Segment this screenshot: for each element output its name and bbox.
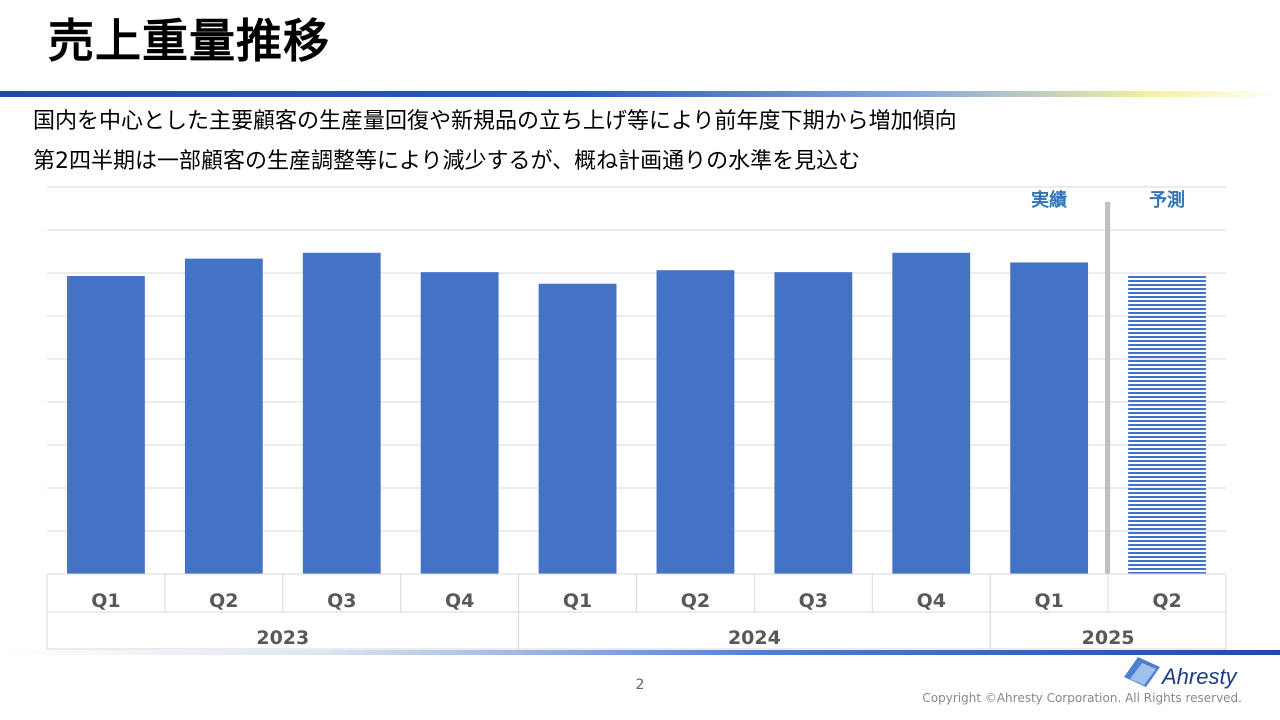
category-label: Q1 xyxy=(91,590,120,612)
actual-bar xyxy=(1010,262,1089,574)
actual-bar xyxy=(302,252,381,574)
actual-forecast-divider xyxy=(1105,202,1111,574)
category-label: Q4 xyxy=(445,590,474,612)
logo-text: Ahresty xyxy=(1160,664,1239,689)
category-label: Q1 xyxy=(563,590,592,612)
category-label: Q1 xyxy=(1034,590,1063,612)
category-label: Q3 xyxy=(327,590,356,612)
actual-bar xyxy=(420,272,499,574)
bullet-text-2: 第2四半期は一部顧客の生産調整等により減少するが、概ね計画通りの水準を見込む xyxy=(33,149,861,174)
footer-rule xyxy=(0,650,1280,655)
actual-bar xyxy=(892,252,971,574)
year-label: 2024 xyxy=(728,627,781,649)
copyright-text: Copyright ©Ahresty Corporation. All Righ… xyxy=(922,691,1242,705)
category-label: Q2 xyxy=(681,590,710,612)
actual-bar xyxy=(67,276,145,574)
page-number: 2 xyxy=(635,677,645,693)
actual-bar xyxy=(774,272,853,574)
actual-bar xyxy=(656,270,735,574)
ahresty-logo: Ahresty xyxy=(1124,657,1239,689)
year-label: 2025 xyxy=(1082,627,1135,649)
category-label: Q4 xyxy=(917,590,946,612)
title-underline xyxy=(0,91,1280,97)
category-label: Q2 xyxy=(1152,590,1181,612)
category-label: Q2 xyxy=(209,590,238,612)
page-title: 売上重量推移 xyxy=(48,14,330,68)
actual-bar xyxy=(184,258,263,574)
category-label: Q3 xyxy=(799,590,828,612)
sales-weight-bar-chart: Q1 Q2 Q3 Q4 Q1 Q2 Q3 Q4 Q1 Q2 2023 2024 2025 実績 予測 xyxy=(46,186,1227,650)
actual-annotation: 実績 xyxy=(1031,189,1067,211)
forecast-annotation: 予測 xyxy=(1149,189,1185,211)
year-label: 2023 xyxy=(256,627,309,649)
actual-bar xyxy=(538,283,617,574)
forecast-bar xyxy=(1128,274,1206,574)
bullet-text-1: 国内を中心とした主要顧客の生産量回復や新規品の立ち上げ等により前年度下期から増加… xyxy=(33,109,957,134)
